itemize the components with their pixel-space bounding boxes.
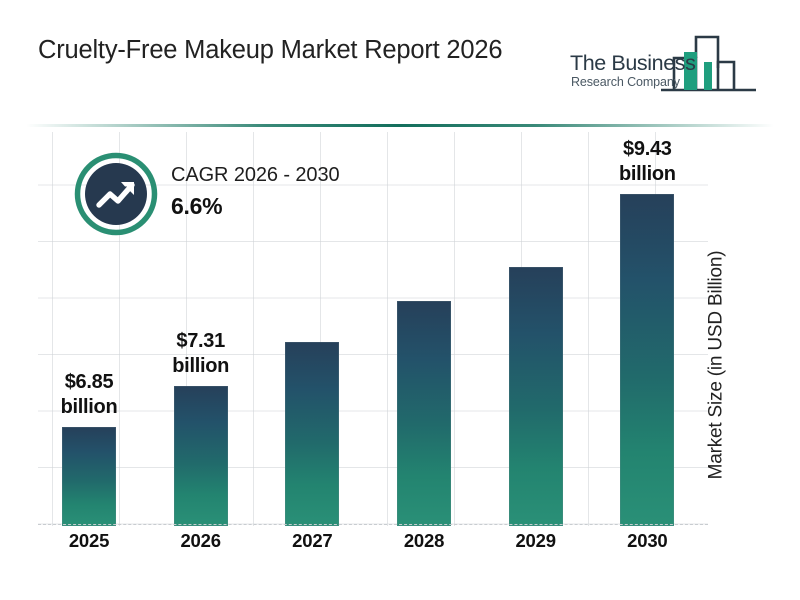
gridlines [38, 132, 708, 526]
x-tick-2025: 2025 [68, 530, 110, 551]
bar-group-2027 [261, 132, 363, 526]
cagr-value-label: 6.6% [171, 193, 223, 219]
cagr-callout: CAGR 2026 - 2030 6.6% [74, 152, 340, 236]
bar-series: $6.85 billion $7.31 billion $9.43 billion [38, 132, 708, 526]
bar-group-2029 [485, 132, 587, 526]
bar-value-amount-2025: $6.85 [64, 370, 114, 393]
bar-2026[interactable] [173, 386, 228, 526]
x-tick-2027: 2027 [292, 530, 333, 551]
header-divider [26, 124, 774, 127]
logo-line1: The Business [570, 51, 695, 75]
page-title: Cruelty-Free Makeup Market Report 2026 [38, 36, 503, 64]
logo-line2: Research Company [571, 75, 681, 89]
y-axis-title-text: Market Size (in USD Billion) [705, 250, 727, 480]
plot-area: $6.85 billion $7.31 billion $9.43 billion [38, 132, 708, 526]
bar-value-label-2026: $7.31 billion [150, 329, 252, 380]
bar-value-label-2025: $6.85 billion [38, 370, 140, 421]
bar-2025[interactable] [62, 427, 116, 526]
x-axis-ticks: 2025 2026 2027 2028 2029 2030 [38, 530, 708, 564]
axis-baseline [38, 524, 708, 525]
x-tick-2026: 2026 [180, 530, 221, 551]
cagr-badge [74, 152, 158, 236]
cagr-text-block: CAGR 2026 - 2030 6.6% [171, 152, 340, 220]
bar-2030[interactable] [620, 194, 675, 526]
bar-group-2026: $7.31 billion [150, 132, 252, 526]
x-tick-2029: 2029 [515, 530, 556, 551]
bar-value-amount-2030: $9.43 [623, 137, 672, 160]
bar-value-unit-2026: billion [172, 355, 230, 378]
bar-value-amount-2026: $7.31 [176, 329, 225, 352]
bar-2028[interactable] [397, 301, 451, 526]
company-logo: The Business Research Company [566, 26, 766, 98]
bar-value-label-2030: $9.43 billion [596, 137, 698, 188]
x-tick-2028: 2028 [403, 530, 445, 551]
bar-2027[interactable] [285, 342, 340, 526]
trending-up-icon [74, 152, 158, 236]
bar-2029[interactable] [508, 267, 563, 526]
bar-value-unit-2030: billion [618, 163, 676, 186]
bar-group-2025: $6.85 billion [38, 132, 140, 526]
cagr-period-label: CAGR 2026 - 2030 [171, 164, 340, 186]
header: Cruelty-Free Makeup Market Report 2026 T… [0, 0, 800, 118]
bar-group-2028 [373, 132, 475, 526]
bar-value-unit-2025: billion [60, 396, 118, 419]
bar-chart-logo-icon: The Business Research Company [570, 35, 756, 92]
x-tick-2030: 2030 [627, 530, 668, 551]
y-axis-title: Market Size (in USD Billion) [703, 215, 729, 515]
bar-group-2030: $9.43 billion [596, 132, 698, 526]
